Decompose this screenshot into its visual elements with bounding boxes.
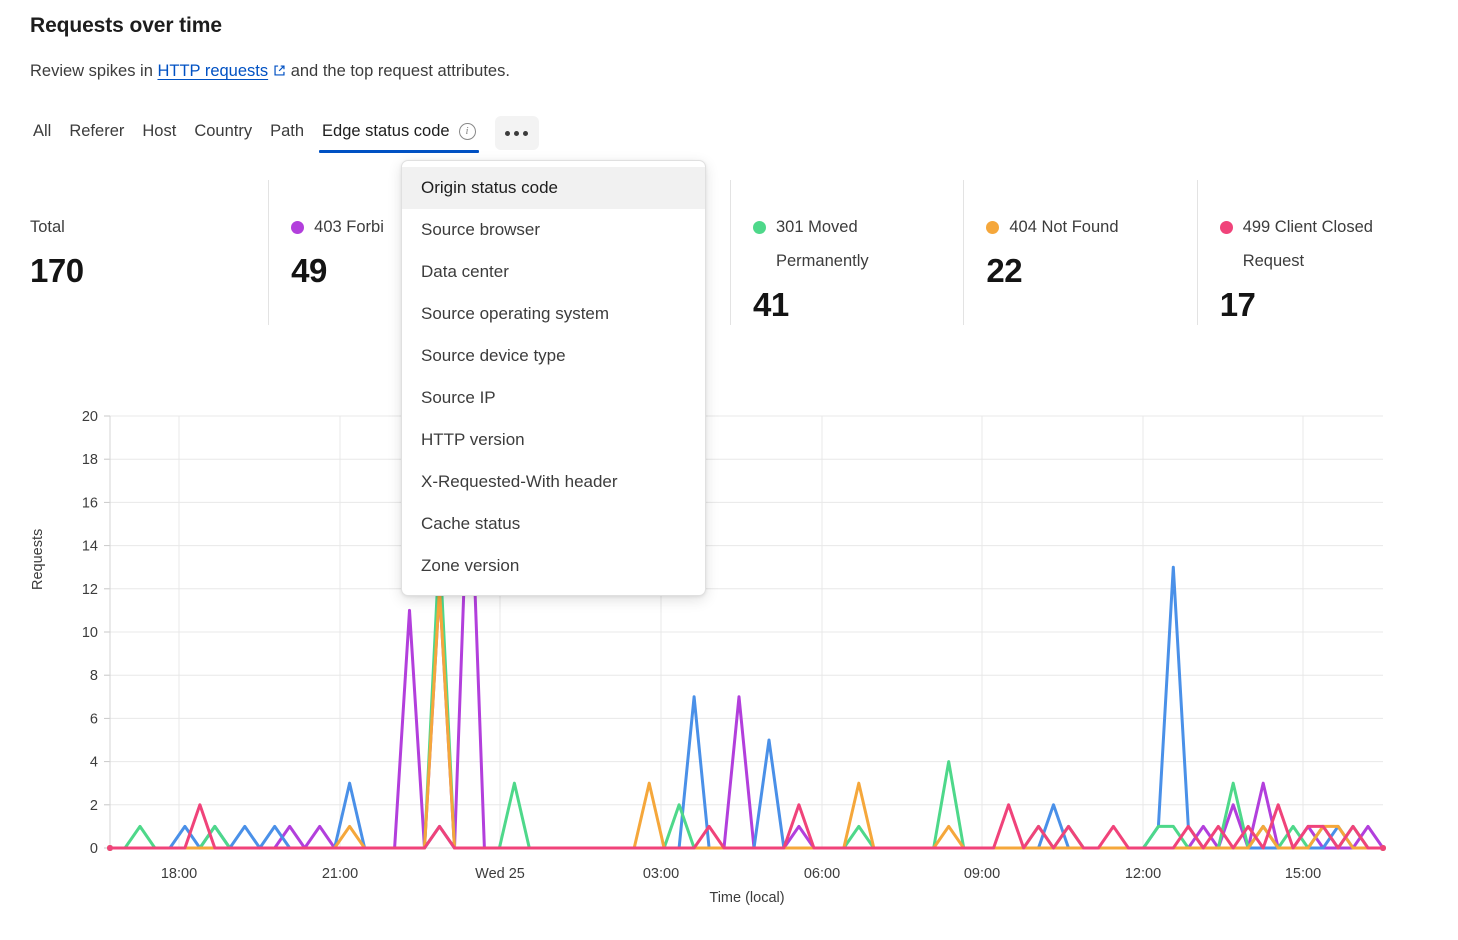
more-attributes-button[interactable] bbox=[494, 116, 539, 150]
stat-value: 22 bbox=[986, 252, 1023, 289]
stat-label: 499 Client Closed Request bbox=[1198, 210, 1430, 278]
stat-label: 301 Moved Permanently bbox=[731, 210, 963, 278]
svg-text:03:00: 03:00 bbox=[643, 866, 679, 882]
legend-dot-green bbox=[753, 221, 766, 234]
svg-text:6: 6 bbox=[90, 711, 98, 727]
tab-path[interactable]: Path bbox=[270, 122, 305, 140]
svg-text:18: 18 bbox=[82, 452, 98, 468]
stat-card-403: 403 Forbi 49 bbox=[268, 180, 496, 325]
ellipsis-dot-icon bbox=[514, 130, 520, 136]
svg-text:12:00: 12:00 bbox=[1125, 866, 1161, 882]
stat-value: 17 bbox=[1219, 286, 1256, 323]
dropdown-item-source-ip[interactable]: Source IP bbox=[421, 388, 496, 407]
svg-text:15:00: 15:00 bbox=[1285, 866, 1321, 882]
attribute-dropdown-menu: Origin status code Source browser Data c… bbox=[401, 160, 706, 596]
dropdown-item-source-operating-system[interactable]: Source operating system bbox=[421, 304, 610, 323]
stat-card-total: Total 170 bbox=[30, 180, 268, 325]
svg-text:09:00: 09:00 bbox=[964, 866, 1000, 882]
stat-value: 41 bbox=[753, 286, 789, 323]
subtitle-prefix: Review spikes in bbox=[30, 62, 158, 80]
tab-referer[interactable]: Referer bbox=[69, 122, 125, 140]
stat-card-499: 499 Client Closed Request 17 bbox=[1196, 180, 1430, 325]
svg-text:20: 20 bbox=[82, 409, 98, 425]
svg-text:2: 2 bbox=[90, 798, 98, 814]
tab-country[interactable]: Country bbox=[194, 122, 253, 140]
svg-text:06:00: 06:00 bbox=[804, 866, 840, 882]
ellipsis-dot-icon bbox=[505, 130, 511, 136]
svg-text:8: 8 bbox=[90, 668, 98, 684]
summary-stats: Total 170 403 Forbi 49 301 Moved Permane… bbox=[30, 180, 1430, 325]
stat-value: 49 bbox=[291, 252, 327, 289]
svg-text:10: 10 bbox=[82, 625, 98, 641]
svg-text:Wed 25: Wed 25 bbox=[475, 866, 525, 882]
svg-text:18:00: 18:00 bbox=[161, 866, 197, 882]
dropdown-item-cache-status[interactable]: Cache status bbox=[421, 514, 521, 533]
http-requests-link[interactable]: HTTP requests bbox=[157, 62, 269, 80]
info-icon[interactable]: i bbox=[458, 123, 476, 140]
stat-card-301: 301 Moved Permanently 41 bbox=[730, 180, 963, 325]
stat-value: 170 bbox=[30, 252, 84, 289]
page-subtitle: Review spikes in HTTP requests and the t… bbox=[30, 62, 510, 82]
stat-label: 404 Not Found bbox=[964, 210, 1196, 244]
tab-host[interactable]: Host bbox=[142, 122, 177, 140]
page-title: Requests over time bbox=[30, 14, 222, 37]
dropdown-item-data-center[interactable]: Data center bbox=[421, 262, 509, 281]
dropdown-item-x-requested-with-header[interactable]: X-Requested-With header bbox=[421, 472, 618, 491]
dropdown-item-source-browser[interactable]: Source browser bbox=[421, 220, 541, 239]
dropdown-item-http-version[interactable]: HTTP version bbox=[421, 430, 525, 449]
svg-text:4: 4 bbox=[90, 755, 98, 771]
x-axis-title: Time (local) bbox=[709, 890, 785, 906]
attribute-tabs: All Referer Host Country Path Edge statu… bbox=[24, 116, 539, 153]
tab-edge-status-code-label: Edge status code bbox=[322, 122, 450, 140]
svg-text:16: 16 bbox=[82, 495, 98, 511]
svg-text:12: 12 bbox=[82, 582, 98, 598]
subtitle-suffix: and the top request attributes. bbox=[286, 62, 510, 80]
legend-dot-pink bbox=[1219, 221, 1233, 234]
svg-text:0: 0 bbox=[90, 841, 98, 857]
tab-all[interactable]: All bbox=[33, 122, 52, 140]
dropdown-item-source-device-type[interactable]: Source device type bbox=[421, 346, 566, 365]
stat-label: Total bbox=[30, 218, 65, 236]
stat-label: 403 Forbi bbox=[269, 210, 496, 244]
svg-text:21:00: 21:00 bbox=[322, 866, 358, 882]
dropdown-item-origin-status-code[interactable]: Origin status code bbox=[402, 167, 705, 209]
tab-edge-status-code[interactable]: Edge status code i bbox=[313, 118, 485, 153]
dropdown-item-zone-version[interactable]: Zone version bbox=[421, 556, 520, 575]
stat-card-404: 404 Not Found 22 bbox=[963, 180, 1196, 325]
external-link-icon[interactable] bbox=[273, 63, 286, 82]
ellipsis-dot-icon bbox=[523, 130, 529, 136]
legend-dot-purple bbox=[291, 221, 305, 234]
legend-dot-orange bbox=[986, 221, 1000, 234]
svg-text:14: 14 bbox=[82, 539, 98, 555]
